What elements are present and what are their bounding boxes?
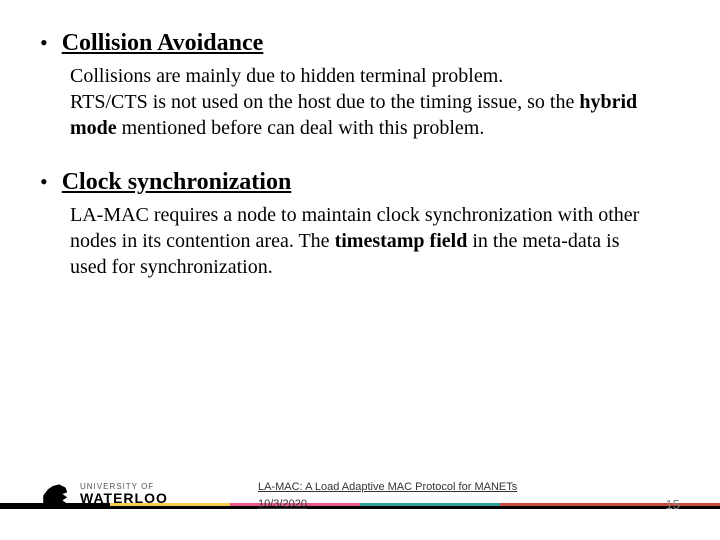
body-1: Collisions are mainly due to hidden term… (70, 63, 660, 141)
body-1-line1: Collisions are mainly due to hidden term… (70, 65, 503, 87)
bullet-1: • Collision Avoidance (40, 30, 680, 57)
heading-2: Clock synchronization (62, 169, 292, 196)
body-1-line2: RTS/CTS is not used on the host due to t… (70, 89, 660, 141)
body-1-pre: RTS/CTS is not used on the host due to t… (70, 91, 579, 113)
footer-date: 10/3/2020 (258, 496, 517, 513)
footer: UNIVERSITY OF WATERLOO LA-MAC: A Load Ad… (0, 468, 720, 540)
body-2-bold: timestamp field (335, 230, 468, 252)
footer-title: LA-MAC: A Load Adaptive MAC Protocol for… (258, 479, 517, 496)
bullet-marker: • (40, 171, 48, 193)
body-2: LA-MAC requires a node to maintain clock… (70, 202, 660, 280)
logo-text: UNIVERSITY OF WATERLOO (80, 483, 168, 505)
slide: • Collision Avoidance Collisions are mai… (0, 0, 720, 540)
body-1-post: mentioned before can deal with this prob… (117, 117, 485, 139)
footer-text: LA-MAC: A Load Adaptive MAC Protocol for… (258, 479, 517, 512)
heading-1: Collision Avoidance (62, 30, 264, 57)
page-number: 15 (666, 497, 680, 512)
bullet-2: • Clock synchronization (40, 169, 680, 196)
bullet-marker: • (40, 32, 48, 54)
